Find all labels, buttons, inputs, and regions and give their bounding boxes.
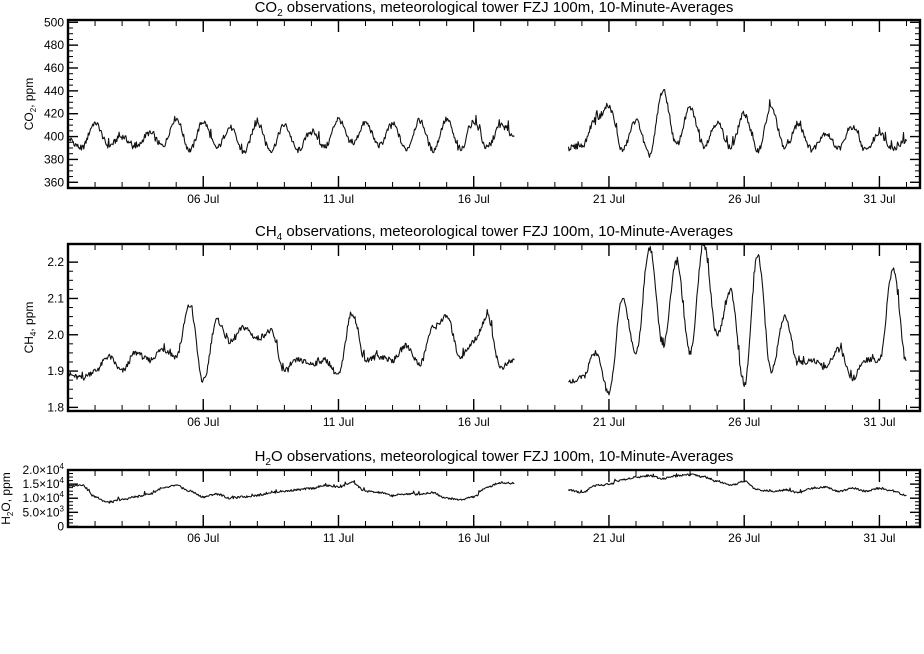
x-tick-label: 26 Jul: [728, 192, 760, 206]
x-tick-label: 26 Jul: [728, 531, 760, 545]
y-tick-label: 2.0: [47, 328, 64, 342]
y-tick-label: 2.2: [47, 255, 64, 269]
x-tick-label: 31 Jul: [863, 415, 895, 429]
y-tick-label: 480: [44, 38, 64, 52]
y-tick-label: 440: [44, 84, 64, 98]
x-tick-label: 31 Jul: [863, 192, 895, 206]
x-tick-label: 31 Jul: [863, 531, 895, 545]
y-tick-label: 380: [44, 152, 64, 166]
x-tick-label: 16 Jul: [458, 415, 490, 429]
x-tick-label: 11 Jul: [323, 192, 354, 206]
panel-title: CH4 observations, meteorological tower F…: [255, 223, 733, 243]
data-series-line: [68, 89, 907, 158]
y-tick-label: 460: [44, 61, 64, 75]
x-tick-label: 06 Jul: [187, 192, 219, 206]
y-axis-label: CH4, ppm: [22, 302, 38, 354]
y-axis-label: H2O, ppm: [0, 472, 15, 524]
y-tick-label: 2.1: [47, 291, 64, 305]
y-tick-label: 1.9: [47, 364, 64, 378]
y-tick-label: 5.0×103: [23, 504, 65, 519]
data-series-line: [68, 244, 907, 396]
x-tick-label: 06 Jul: [187, 415, 219, 429]
plot-frame: [66, 18, 922, 190]
chart-panel-3: H2O observations, meteorological tower F…: [0, 448, 922, 545]
x-tick-label: 21 Jul: [593, 192, 625, 206]
y-tick-label: 2.0×104: [23, 462, 65, 477]
data-series-line: [68, 473, 907, 504]
plot-frame: [66, 468, 922, 529]
y-tick-label: 360: [44, 175, 64, 189]
x-tick-label: 16 Jul: [458, 531, 490, 545]
panel-title: H2O observations, meteorological tower F…: [255, 448, 734, 468]
plot-frame: [66, 242, 922, 413]
y-tick-label: 1.8: [47, 400, 64, 414]
chart-panel-1: CO2 observations, meteorological tower F…: [22, 0, 922, 206]
x-tick-label: 26 Jul: [728, 415, 760, 429]
y-tick-label: 420: [44, 107, 64, 121]
y-axis-label: CO2, ppm: [22, 78, 38, 130]
chart-panel-2: CH4 observations, meteorological tower F…: [22, 223, 922, 429]
x-tick-label: 16 Jul: [458, 192, 490, 206]
y-tick-label: 1.5×104: [23, 476, 65, 491]
y-tick-label: 0: [57, 519, 64, 533]
x-tick-label: 06 Jul: [187, 531, 219, 545]
x-tick-label: 11 Jul: [323, 415, 354, 429]
y-tick-label: 500: [44, 15, 64, 29]
y-tick-label: 1.0×104: [23, 490, 65, 505]
x-tick-label: 11 Jul: [323, 531, 354, 545]
x-tick-label: 21 Jul: [593, 415, 625, 429]
y-tick-label: 400: [44, 130, 64, 144]
panel-title: CO2 observations, meteorological tower F…: [255, 0, 734, 19]
x-tick-label: 21 Jul: [593, 531, 625, 545]
